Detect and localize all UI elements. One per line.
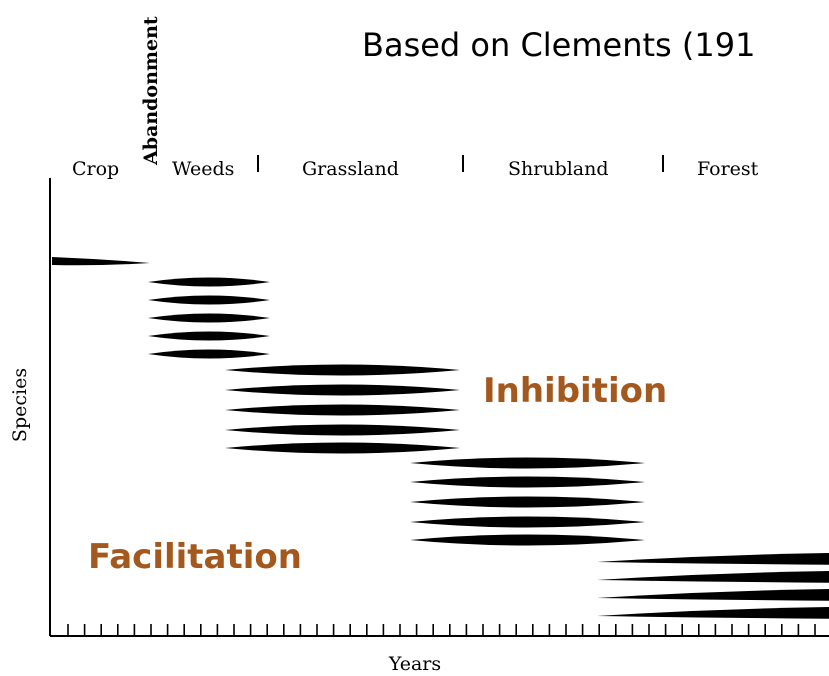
species-band: [148, 349, 270, 359]
species-band: [410, 516, 645, 528]
stage-label: Forest: [697, 158, 759, 180]
species-band: [597, 553, 829, 565]
species-band: [225, 404, 460, 416]
annotation: Inhibition: [483, 371, 667, 411]
species-band: [148, 295, 270, 305]
species-band: [225, 364, 460, 376]
species-band: [410, 457, 645, 469]
stage-label: Shrubland: [508, 158, 609, 180]
stage-label: Weeds: [172, 158, 234, 180]
stage-separators: [257, 155, 664, 172]
species-band: [148, 313, 270, 323]
y-axis-label: Species: [9, 368, 31, 442]
species-band: [597, 607, 829, 619]
species-band: [225, 424, 460, 436]
species-band: [225, 442, 460, 454]
species-band: [225, 384, 460, 396]
species-band: [148, 331, 270, 341]
species-band: [597, 589, 829, 601]
species-band: [52, 257, 150, 266]
annotation: Facilitation: [88, 537, 302, 577]
x-ticks: [67, 624, 816, 636]
species-band: [597, 571, 829, 583]
species-band: [410, 534, 645, 546]
species-band: [410, 496, 645, 508]
stage-label: Crop: [72, 158, 119, 180]
species-bands: [52, 257, 829, 619]
stage-label: Grassland: [302, 158, 399, 180]
stage-label: Abandonment: [140, 16, 162, 166]
x-axis-label: Years: [388, 653, 441, 675]
title: Based on Clements (191: [362, 26, 755, 64]
species-band: [148, 277, 270, 287]
species-band: [410, 476, 645, 488]
